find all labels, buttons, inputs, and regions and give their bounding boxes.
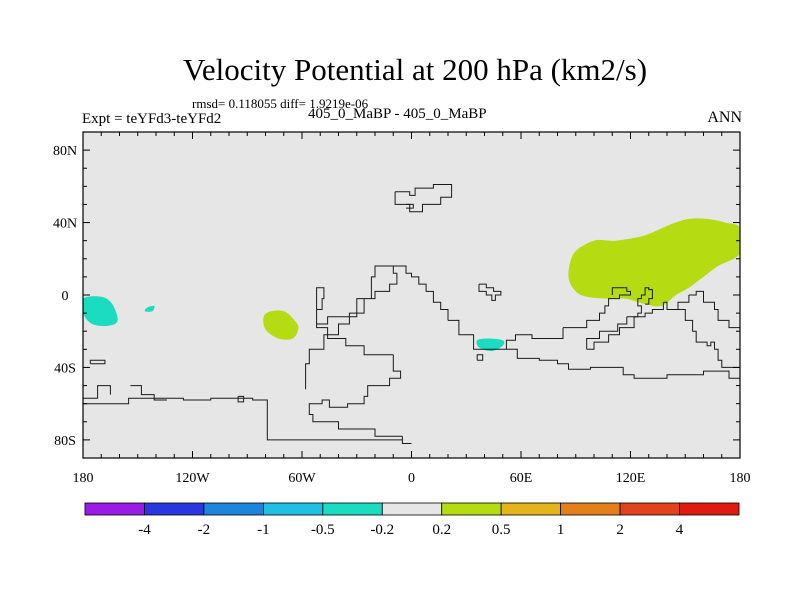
colorbar-swatch [144,502,205,516]
coastline-19 [645,287,653,305]
colorbar-label: -0.5 [311,522,335,538]
colorbar-swatch [84,502,145,516]
colorbar-swatch [203,502,264,516]
coastline-3 [130,385,167,401]
chart-title: Velocity Potential at 200 hPa (km2/s) [182,52,648,87]
coastline-11 [478,283,502,301]
coastline-8 [316,287,325,324]
colorbar-swatch [262,502,324,516]
season-label: ANN [707,109,742,126]
x-tick-label: 60W [288,471,316,486]
colorbar-swatch [619,502,680,516]
coastline-18 [626,287,650,318]
colorbar-label: 4 [676,522,684,538]
coastline-4 [237,395,245,403]
y-tick-label: 0 [62,289,69,304]
coastline-14 [506,348,740,379]
rmsd-diff-label: rmsd= 0.118055 diff= 1.9219e-06 [192,96,369,111]
colorbar-label: -4 [138,522,151,538]
coastline-1 [83,385,111,399]
coastline-7 [375,265,449,321]
positive-anomaly-south-atlantic [263,310,299,340]
colorbar-label: 2 [616,522,624,538]
colorbar-label: -1 [257,522,270,538]
anomaly-layer [83,218,740,352]
coastline-5 [308,354,403,437]
coastline-20 [663,295,690,310]
coastline-12 [476,354,484,361]
positive-anomaly-asia-pacific [568,218,740,307]
coastline-2 [89,359,106,365]
negative-anomaly-east-pacific-small [144,305,155,312]
case-label: 405_0_MaBP - 405_0_MaBP [308,106,487,122]
x-tick-label: 180 [73,471,94,486]
coastline-0 [83,397,412,444]
axis-ticks: 180 120W 60W 0 60E 120E 180 80N 40N 0 40S 80S [53,131,751,486]
x-tick-label: 60E [510,471,533,486]
colorbar-label: -2 [198,522,211,538]
coastline-13 [448,319,564,350]
colorbar-swatch [381,502,443,516]
coastline-6 [305,265,398,390]
x-tick-label: 120W [175,471,210,486]
x-tick-label: 180 [730,471,751,486]
colorbar-label: -0.2 [370,522,394,538]
colorbar-label: 1 [557,522,565,538]
y-tick-label: 80N [53,144,77,159]
colorbar-label: 0.5 [492,522,511,538]
coastline-15 [563,287,631,329]
colorbar-swatch [322,502,383,516]
coastline-22 [688,290,740,335]
coastline-9 [394,184,453,213]
colorbar-swatch [560,502,621,516]
coastline-17 [586,302,664,350]
coastline-16 [586,316,628,350]
colorbar-swatch [500,502,562,516]
colorbar: -4 -2 -1 -0.5 -0.2 0.2 0.5 1 2 4 [84,502,740,538]
y-tick-label: 40N [53,217,77,232]
y-tick-label: 80S [54,434,76,449]
x-tick-label: 0 [408,471,415,486]
coastline-10 [406,203,414,209]
y-tick-label: 40S [54,361,76,376]
colorbar-swatch [441,502,502,516]
negative-anomaly-east-pacific [83,296,118,327]
colorbar-swatch [679,502,740,516]
x-tick-label: 120E [616,471,646,486]
coastline-layer [83,184,740,444]
colorbar-label: 0.2 [432,522,451,538]
experiment-label: Expt = teYFd3-teYFd2 [82,111,222,127]
negative-anomaly-indian-ocean [476,338,505,352]
coastline-21 [681,309,740,372]
